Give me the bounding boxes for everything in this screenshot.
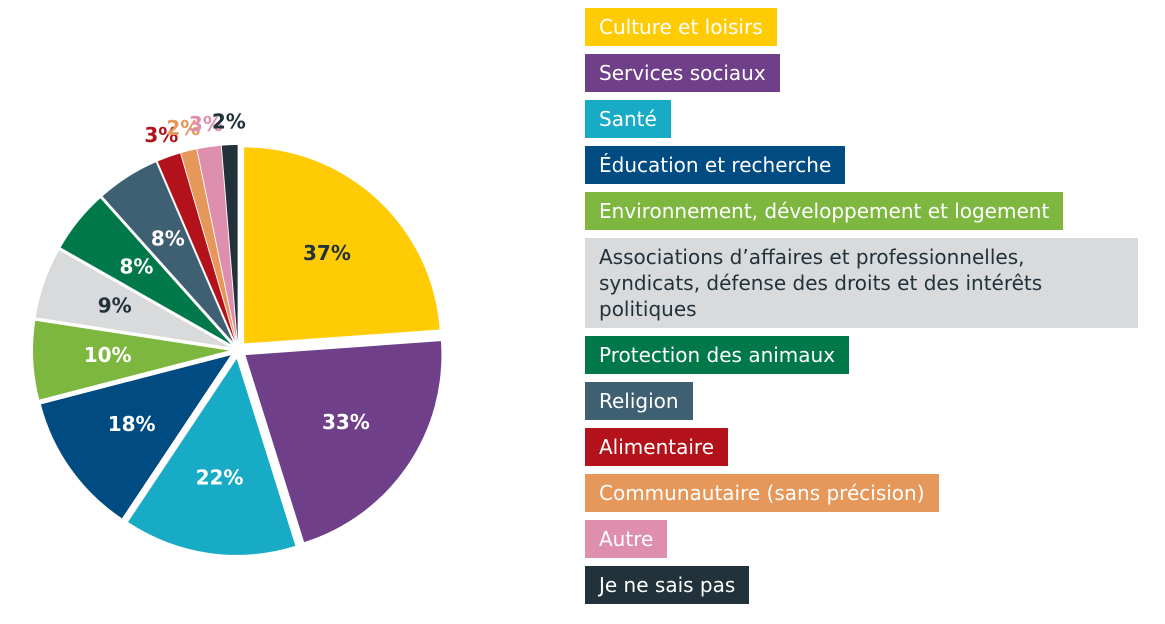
slice-label: 37% — [303, 241, 351, 265]
pie-slice — [245, 341, 442, 543]
slice-label: 2% — [212, 110, 246, 134]
legend-item: Protection des animaux — [585, 336, 850, 374]
legend: Culture et loisirs Services sociaux Santé É… — [585, 8, 1138, 604]
pie-slice — [102, 162, 234, 343]
slice-label: 9% — [98, 294, 132, 318]
legend-item: Je ne sais pas — [585, 566, 750, 604]
pie-slice — [33, 320, 230, 400]
legend-item: Culture et loisirs — [585, 8, 777, 46]
slice-label: 18% — [108, 412, 156, 436]
pie-slice — [244, 147, 440, 344]
pie-slice — [128, 358, 296, 555]
legend-item: Services sociaux — [585, 54, 780, 92]
pie-slice — [180, 149, 236, 342]
pie-slice — [157, 153, 235, 342]
legend-item: Associations d’affaires et professionnel… — [585, 238, 1138, 328]
pie-slice — [221, 145, 238, 342]
legend-item: Autre — [585, 520, 668, 558]
pie-slice — [60, 198, 231, 345]
legend-item: Santé — [585, 100, 671, 138]
slice-label: 3% — [189, 112, 223, 136]
slice-label: 3% — [144, 123, 178, 147]
pie-slice — [40, 355, 231, 519]
slice-label: 10% — [84, 343, 132, 367]
legend-item: Éducation et recherche — [585, 146, 846, 184]
slice-label: 8% — [151, 226, 185, 250]
legend-item: Communautaire (sans précision) — [585, 474, 939, 512]
pie-slice — [197, 145, 237, 342]
slice-label: 33% — [322, 410, 370, 434]
slice-label: 2% — [166, 116, 200, 140]
legend-item: Religion — [585, 382, 693, 420]
legend-item: Environnement, développement et logement — [585, 192, 1064, 230]
pie-slice — [35, 250, 230, 348]
pie-chart: 37%33%22%18%10%9%8%8%3%2%3%2% — [33, 110, 442, 555]
legend-item: Alimentaire — [585, 428, 728, 466]
slice-label: 22% — [196, 466, 244, 490]
slice-label: 8% — [119, 255, 153, 279]
